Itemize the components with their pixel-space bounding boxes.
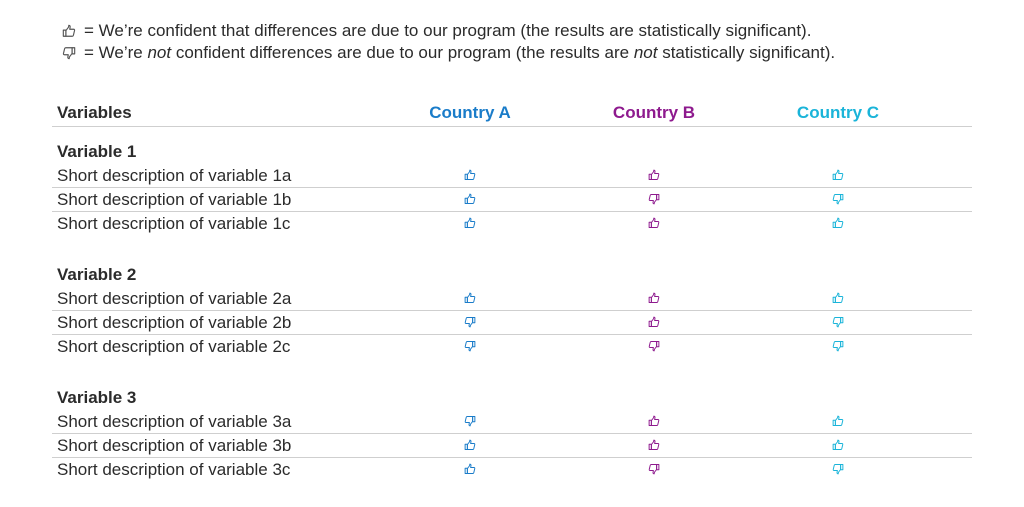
- thumbs-up-icon: [648, 169, 660, 181]
- row-description: Short description of variable 3b: [57, 436, 292, 455]
- table-row: Short description of variable 1a: [52, 164, 972, 188]
- header-variables: Variables: [57, 103, 132, 122]
- row-description: Short description of variable 1c: [57, 214, 291, 233]
- thumbs-up-icon: [832, 292, 844, 304]
- row-description: Short description of variable 1a: [57, 166, 292, 185]
- thumbs-up-icon: [648, 292, 660, 304]
- table-row: Short description of variable 2b: [52, 311, 972, 335]
- thumbs-up-icon: [464, 193, 476, 205]
- group-title: Variable 2: [57, 265, 137, 284]
- legend-not-confident-text: = We’re not confident differences are du…: [84, 42, 835, 64]
- group-spacer: [52, 127, 972, 140]
- row-description: Short description of variable 2a: [57, 289, 292, 308]
- thumbs-down-icon: [464, 340, 476, 352]
- thumbs-up-icon: [648, 415, 660, 427]
- thumbs-up-icon: [464, 292, 476, 304]
- thumbs-down-icon: [464, 316, 476, 328]
- header-country-a: Country A: [429, 103, 511, 122]
- legend-text-part: = We’re: [84, 43, 148, 62]
- thumbs-down-icon: [648, 463, 660, 475]
- legend-emphasis: not: [633, 43, 658, 62]
- table-row: Short description of variable 2a: [52, 287, 972, 311]
- thumbs-down-icon: [648, 193, 660, 205]
- thumbs-down-icon: [62, 46, 76, 60]
- thumbs-up-icon: [62, 24, 76, 38]
- legend-not-confident: = We’re not confident differences are du…: [62, 42, 835, 64]
- table-row: Short description of variable 3c: [52, 458, 972, 481]
- thumbs-down-icon: [832, 463, 844, 475]
- group-spacer: [52, 235, 972, 263]
- thumbs-up-icon: [648, 316, 660, 328]
- legend-confident: = We’re confident that differences are d…: [62, 20, 835, 42]
- group-title: Variable 3: [57, 388, 137, 407]
- thumbs-down-icon: [832, 316, 844, 328]
- thumbs-down-icon: [648, 340, 660, 352]
- legend-emphasis: not: [147, 43, 172, 62]
- thumbs-up-icon: [832, 439, 844, 451]
- table-body: Variable 1 Short description of variable …: [52, 127, 972, 481]
- legend-confident-text: = We’re confident that differences are d…: [84, 21, 812, 40]
- thumbs-up-icon: [464, 169, 476, 181]
- row-description: Short description of variable 3a: [57, 412, 292, 431]
- thumbs-up-icon: [464, 463, 476, 475]
- row-description: Short description of variable 3c: [57, 460, 291, 479]
- table-header: Variables Country A Country B Country C: [52, 101, 972, 127]
- results-table: Variables Country A Country B Country C …: [52, 101, 972, 481]
- row-description: Short description of variable 2b: [57, 313, 292, 332]
- thumbs-up-icon: [464, 217, 476, 229]
- table-row: Short description of variable 3a: [52, 410, 972, 434]
- thumbs-up-icon: [832, 217, 844, 229]
- thumbs-up-icon: [648, 439, 660, 451]
- row-description: Short description of variable 1b: [57, 190, 292, 209]
- thumbs-down-icon: [464, 415, 476, 427]
- table-row: Short description of variable 1b: [52, 188, 972, 212]
- legend: = We’re confident that differences are d…: [62, 20, 835, 64]
- table-row: Short description of variable 2c: [52, 335, 972, 358]
- thumbs-up-icon: [464, 439, 476, 451]
- table-row: Short description of variable 1c: [52, 212, 972, 235]
- legend-text-part: confident differences are due to our pro…: [171, 43, 634, 62]
- header-country-b: Country B: [612, 103, 696, 122]
- thumbs-down-icon: [832, 340, 844, 352]
- table-row: Short description of variable 3b: [52, 434, 972, 458]
- thumbs-up-icon: [832, 415, 844, 427]
- thumbs-up-icon: [832, 169, 844, 181]
- group-spacer: [52, 358, 972, 386]
- row-description: Short description of variable 2c: [57, 337, 291, 356]
- header-country-c: Country C: [796, 103, 880, 122]
- group-title: Variable 1: [57, 142, 137, 161]
- thumbs-up-icon: [648, 217, 660, 229]
- legend-text-part: statistically significant).: [657, 43, 836, 62]
- thumbs-down-icon: [832, 193, 844, 205]
